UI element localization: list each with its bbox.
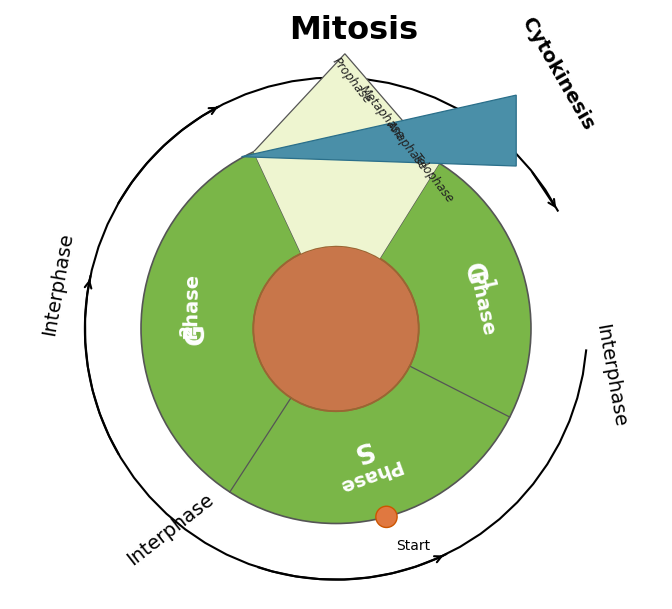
Text: Interphase: Interphase	[124, 490, 218, 569]
Polygon shape	[253, 54, 439, 163]
Text: 2: 2	[178, 324, 196, 336]
Text: Phase: Phase	[181, 273, 202, 339]
Text: Phase: Phase	[464, 270, 497, 339]
Text: Telophase: Telophase	[410, 150, 456, 205]
Text: Metaphase: Metaphase	[357, 83, 407, 143]
Wedge shape	[253, 133, 439, 258]
Text: G: G	[458, 260, 488, 287]
Text: S: S	[348, 434, 375, 465]
Text: Phase: Phase	[335, 456, 403, 496]
Wedge shape	[253, 133, 439, 258]
Text: Start: Start	[396, 540, 430, 554]
Circle shape	[253, 246, 419, 411]
Text: 1: 1	[478, 276, 497, 292]
Circle shape	[376, 506, 397, 527]
Text: Prophase: Prophase	[330, 55, 374, 106]
Polygon shape	[241, 95, 516, 166]
Text: Interphase: Interphase	[592, 323, 629, 429]
Text: G: G	[183, 322, 210, 345]
Text: Cytokinesis: Cytokinesis	[517, 15, 597, 134]
Text: Mitosis: Mitosis	[289, 15, 418, 46]
Text: Interphase: Interphase	[40, 231, 77, 337]
Wedge shape	[141, 133, 531, 524]
Text: Anaphase: Anaphase	[383, 118, 429, 172]
